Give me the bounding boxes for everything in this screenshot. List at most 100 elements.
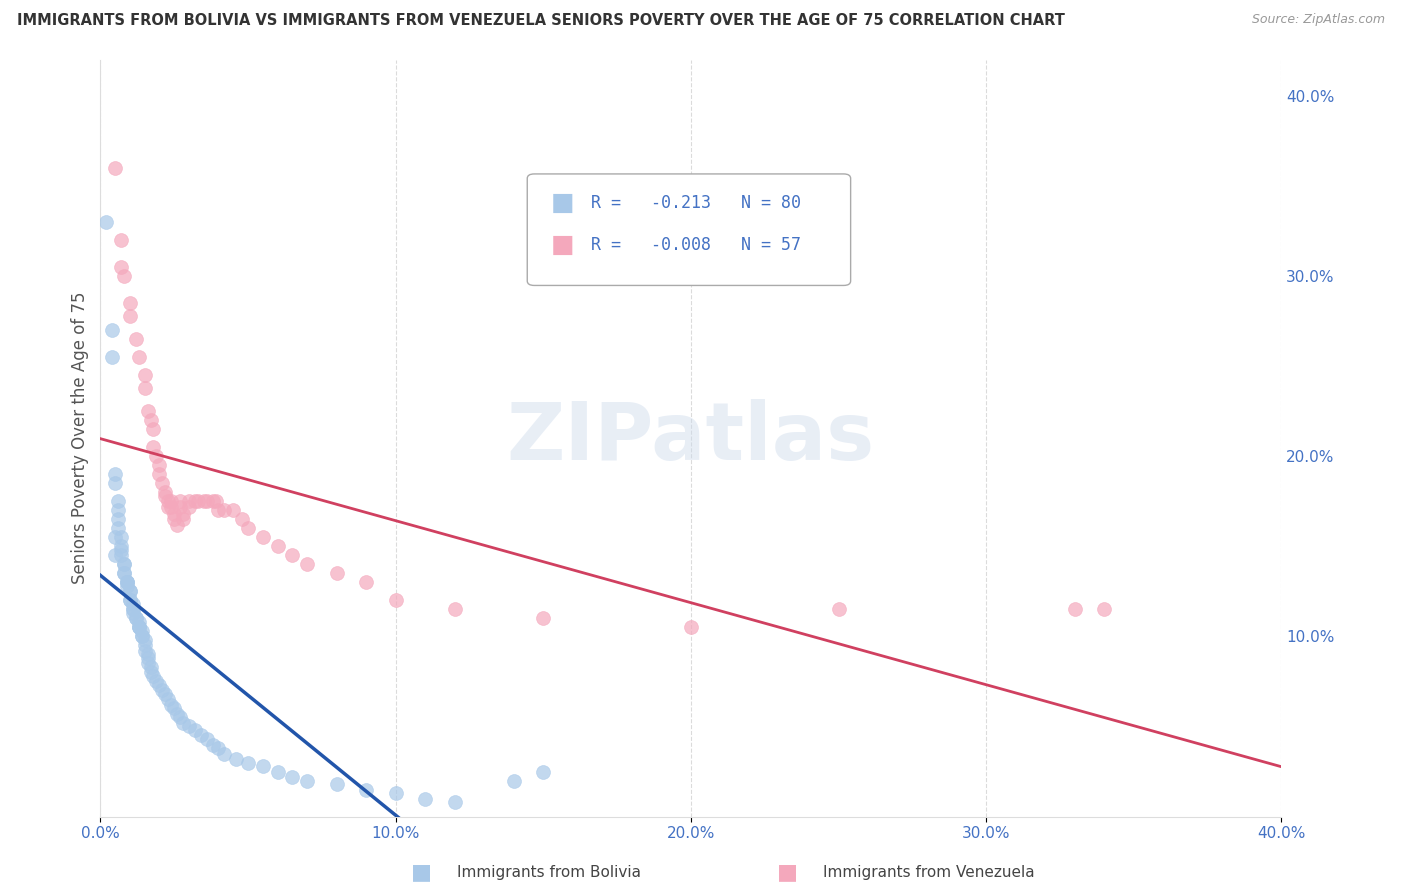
- Point: [160, 698, 183, 712]
- Point: [112, 558, 135, 572]
- Point: [104, 467, 127, 482]
- Point: [136, 651, 159, 665]
- Text: Source: ZipAtlas.com: Source: ZipAtlas.com: [1251, 13, 1385, 27]
- Point: [169, 500, 191, 514]
- Point: [443, 795, 465, 809]
- Point: [177, 719, 200, 733]
- Point: [184, 723, 207, 737]
- Point: [104, 548, 127, 562]
- Point: [107, 512, 129, 526]
- Point: [1092, 602, 1115, 616]
- Point: [150, 683, 173, 698]
- Point: [195, 494, 218, 508]
- Point: [150, 476, 173, 491]
- Point: [115, 575, 138, 590]
- Point: [163, 507, 186, 521]
- Point: [214, 747, 236, 761]
- Text: Immigrants from Venezuela: Immigrants from Venezuela: [823, 865, 1035, 880]
- Point: [384, 786, 406, 800]
- Point: [207, 741, 229, 756]
- Point: [252, 530, 274, 544]
- Text: ■: ■: [412, 863, 432, 882]
- Point: [134, 632, 156, 647]
- Point: [231, 512, 253, 526]
- Point: [236, 521, 259, 535]
- Point: [134, 639, 156, 653]
- Point: [155, 489, 177, 503]
- Point: [110, 530, 132, 544]
- Text: R =   -0.008   N = 57: R = -0.008 N = 57: [591, 236, 800, 254]
- Point: [115, 575, 138, 590]
- Point: [201, 494, 224, 508]
- Point: [190, 729, 212, 743]
- Point: [139, 665, 162, 680]
- Point: [145, 449, 167, 463]
- Point: [214, 503, 236, 517]
- Point: [131, 624, 153, 638]
- Point: [354, 782, 377, 797]
- Point: [384, 593, 406, 607]
- Point: [166, 706, 188, 721]
- Point: [128, 620, 150, 634]
- Point: [136, 657, 159, 671]
- Point: [155, 687, 177, 701]
- Point: [157, 692, 180, 706]
- Point: [128, 620, 150, 634]
- Point: [115, 575, 138, 590]
- Point: [177, 494, 200, 508]
- Point: [121, 602, 143, 616]
- Point: [187, 494, 209, 508]
- Point: [118, 593, 141, 607]
- Point: [236, 756, 259, 770]
- Point: [281, 770, 304, 784]
- Point: [148, 678, 170, 692]
- Point: [157, 494, 180, 508]
- Point: [96, 215, 118, 229]
- Point: [110, 548, 132, 562]
- Point: [104, 476, 127, 491]
- Point: [131, 629, 153, 643]
- Point: [169, 494, 191, 508]
- Point: [531, 611, 554, 625]
- Point: [295, 773, 318, 788]
- Point: [204, 494, 226, 508]
- Point: [112, 566, 135, 581]
- Text: Immigrants from Bolivia: Immigrants from Bolivia: [457, 865, 641, 880]
- Point: [134, 644, 156, 658]
- Point: [121, 606, 143, 620]
- Text: ■: ■: [551, 234, 575, 257]
- Point: [136, 648, 159, 662]
- Point: [110, 542, 132, 557]
- Point: [121, 597, 143, 611]
- Point: [118, 584, 141, 599]
- Point: [172, 512, 194, 526]
- Point: [155, 485, 177, 500]
- Point: [266, 764, 288, 779]
- Point: [172, 507, 194, 521]
- Point: [110, 260, 132, 274]
- Point: [443, 602, 465, 616]
- Point: [118, 593, 141, 607]
- Point: [101, 350, 124, 364]
- Point: [145, 674, 167, 689]
- Point: [1063, 602, 1085, 616]
- Point: [148, 458, 170, 472]
- Point: [325, 566, 347, 581]
- Point: [134, 381, 156, 395]
- Point: [110, 539, 132, 553]
- Point: [142, 440, 165, 454]
- Point: [104, 530, 127, 544]
- Point: [827, 602, 849, 616]
- Point: [112, 558, 135, 572]
- Point: [142, 669, 165, 683]
- Point: [502, 773, 524, 788]
- Text: R =   -0.213   N = 80: R = -0.213 N = 80: [591, 194, 800, 212]
- Point: [134, 368, 156, 382]
- Point: [139, 413, 162, 427]
- Point: [128, 620, 150, 634]
- Point: [112, 566, 135, 581]
- Point: [115, 579, 138, 593]
- Point: [104, 161, 127, 175]
- Point: [118, 584, 141, 599]
- Text: IMMIGRANTS FROM BOLIVIA VS IMMIGRANTS FROM VENEZUELA SENIORS POVERTY OVER THE AG: IMMIGRANTS FROM BOLIVIA VS IMMIGRANTS FR…: [17, 13, 1064, 29]
